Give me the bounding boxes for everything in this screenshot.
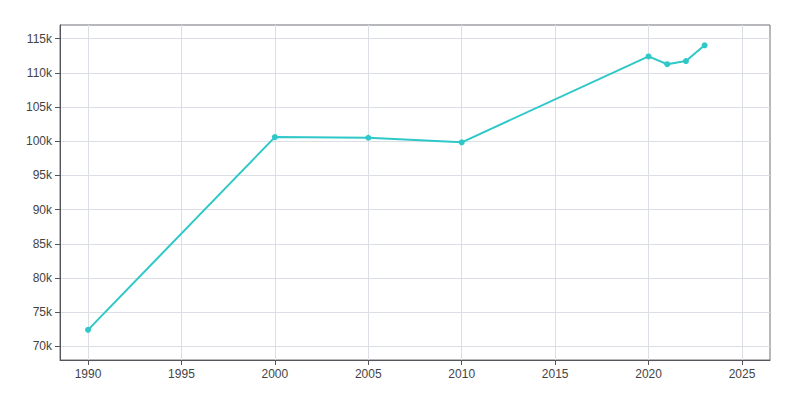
svg-text:2005: 2005 (355, 367, 382, 381)
svg-text:115k: 115k (27, 32, 53, 46)
svg-text:110k: 110k (27, 66, 53, 80)
svg-text:80k: 80k (33, 271, 53, 285)
svg-text:90k: 90k (33, 203, 53, 217)
svg-text:75k: 75k (33, 305, 53, 319)
svg-text:2025: 2025 (729, 367, 756, 381)
svg-text:2000: 2000 (262, 367, 289, 381)
svg-text:1995: 1995 (168, 367, 195, 381)
svg-text:2010: 2010 (448, 367, 475, 381)
svg-text:85k: 85k (33, 237, 53, 251)
svg-text:105k: 105k (26, 100, 53, 114)
svg-text:2020: 2020 (635, 367, 662, 381)
svg-text:100k: 100k (26, 134, 53, 148)
svg-text:70k: 70k (33, 339, 53, 353)
svg-text:1990: 1990 (75, 367, 102, 381)
svg-text:95k: 95k (33, 168, 53, 182)
svg-text:2015: 2015 (542, 367, 569, 381)
